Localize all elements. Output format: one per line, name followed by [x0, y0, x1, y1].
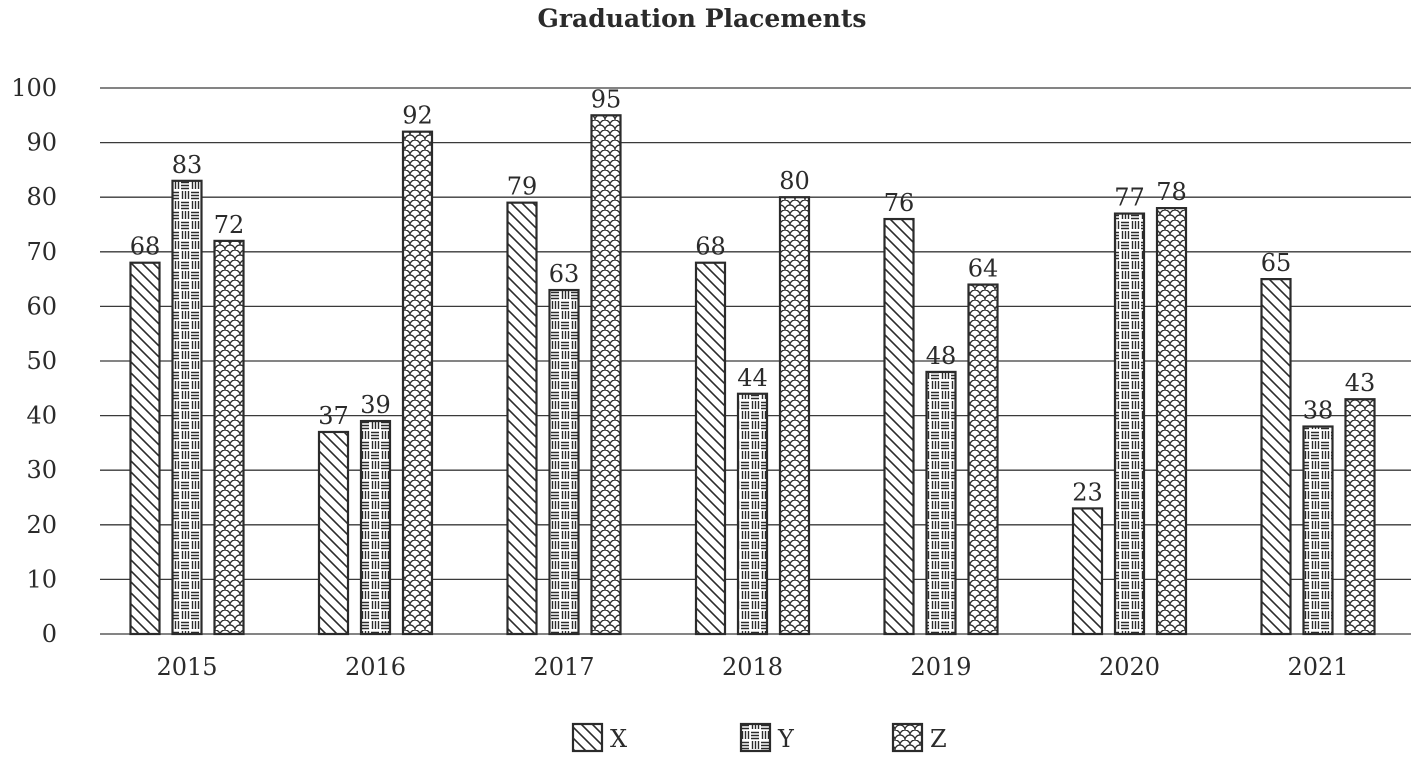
bar-y-2021 [1302, 425, 1334, 636]
bar-z-2018 [778, 196, 811, 636]
x-category-label: 2021 [1287, 653, 1348, 681]
y-tick-label: 10 [26, 565, 57, 593]
bar-x-2020 [1071, 507, 1104, 636]
y-tick-label: 50 [26, 347, 57, 375]
bar-z-2017 [590, 114, 622, 636]
bar-z-2015 [213, 239, 245, 636]
x-category-label: 2020 [1099, 653, 1160, 681]
bar-y-2016 [359, 419, 392, 636]
value-label: 44 [737, 364, 768, 392]
bar-value-labels: 68 83 72 37 39 92 79 63 95 68 44 80 76 48 64 23 77 78 65 38… [130, 85, 1376, 506]
bar-z-2021 [1344, 398, 1376, 636]
value-label: 78 [1156, 178, 1187, 206]
bar-y-2018 [736, 392, 769, 636]
value-label: 80 [779, 167, 810, 195]
bar-z-2020 [1155, 207, 1188, 636]
value-label: 43 [1345, 369, 1376, 397]
y-tick-label: 60 [26, 292, 57, 320]
value-label: 63 [549, 260, 580, 288]
value-label: 48 [926, 342, 957, 370]
legend: X Y Z [571, 722, 947, 753]
value-label: 37 [318, 402, 349, 430]
bar-x-2021 [1260, 278, 1292, 636]
value-label: 68 [695, 233, 726, 261]
legend-label-z: Z [930, 725, 947, 753]
x-category-label: 2015 [156, 653, 217, 681]
x-category-label: 2018 [722, 653, 783, 681]
y-tick-label: 40 [26, 402, 57, 430]
chart-title: Graduation Placements [538, 4, 867, 33]
legend-swatch-z [891, 722, 924, 753]
x-category-label: 2019 [910, 653, 971, 681]
legend-label-x: X [610, 725, 627, 753]
bar-y-2020 [1113, 212, 1146, 636]
x-category-label: 2016 [345, 653, 406, 681]
y-tick-label: 20 [26, 511, 57, 539]
bar-x-2019 [883, 217, 915, 636]
legend-label-y: Y [777, 725, 795, 753]
y-axis-tick-labels: 0 10 20 30 40 50 60 70 80 90 100 [11, 74, 57, 648]
value-label: 83 [172, 151, 203, 179]
bar-x-2018 [694, 261, 727, 636]
value-label: 76 [884, 189, 915, 217]
value-label: 68 [130, 233, 161, 261]
y-tick-label: 0 [42, 620, 57, 648]
y-tick-label: 100 [11, 74, 57, 102]
bar-z-2016 [401, 130, 434, 636]
bar-x-2017 [506, 201, 538, 636]
value-label: 23 [1072, 478, 1103, 506]
bar-z-2019 [967, 283, 999, 636]
bar-y-2017 [548, 288, 580, 636]
y-tick-label: 80 [26, 183, 57, 211]
bars [129, 114, 1376, 636]
bar-y-2019 [925, 370, 957, 636]
y-tick-label: 70 [26, 238, 57, 266]
y-tick-label: 90 [26, 129, 57, 157]
value-label: 38 [1303, 397, 1334, 425]
value-label: 79 [507, 173, 538, 201]
value-label: 72 [214, 211, 245, 239]
value-label: 39 [360, 391, 391, 419]
value-label: 77 [1114, 184, 1145, 212]
bar-x-2015 [129, 261, 161, 636]
value-label: 64 [968, 255, 999, 283]
bar-y-2015 [171, 179, 203, 636]
legend-swatch-x [571, 722, 604, 753]
value-label: 92 [402, 102, 433, 130]
legend-swatch-y [739, 722, 772, 753]
value-label: 65 [1261, 249, 1292, 277]
x-axis-category-labels: 2015 2016 2017 2018 2019 2020 2021 [156, 653, 1348, 681]
value-label: 95 [591, 85, 622, 113]
y-tick-label: 30 [26, 456, 57, 484]
x-category-label: 2017 [533, 653, 594, 681]
bar-x-2016 [317, 430, 350, 636]
